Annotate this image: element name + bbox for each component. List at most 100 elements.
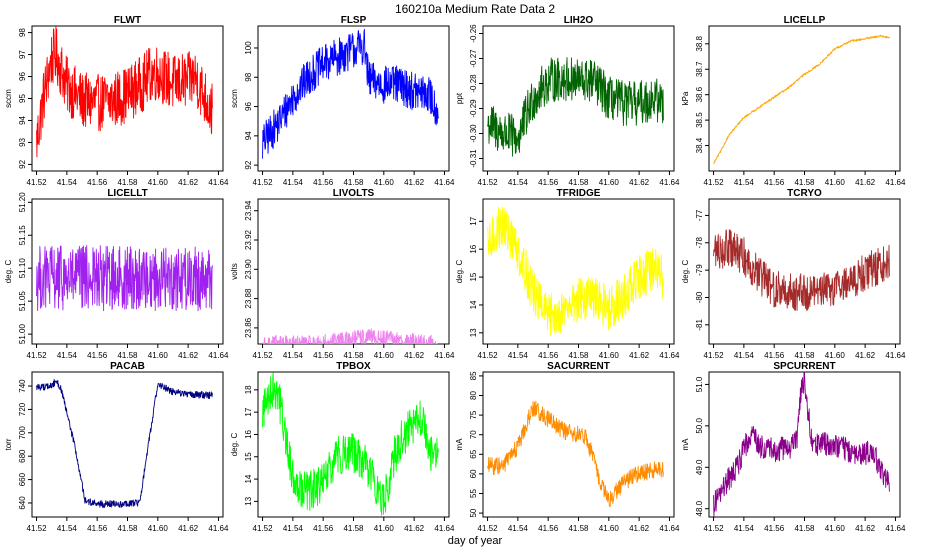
panel-title: TFRIDGE [557,188,601,199]
y-tick-label: -0.26 [469,24,478,43]
panel-licellt: LICELLT 41.52 41.54 41.56 41.58 41.60 41.62 41.… [4,188,229,360]
x-tick-label: 41.58 [794,178,815,187]
x-tick-label: 41.58 [343,351,364,360]
series-line-licellt [36,244,213,312]
x-tick-label: 41.62 [629,178,650,187]
x-tick-label: 41.60 [825,524,846,533]
x-tick-label: 41.54 [283,351,304,360]
y-tick-label: 23.86 [244,317,253,338]
x-tick-label: 41.58 [794,524,815,533]
x-tick-label: 41.64 [434,524,455,533]
x-tick-label: 41.58 [117,178,138,187]
x-tick-label: 41.62 [629,351,650,360]
panel-title: FLWT [114,15,141,26]
x-tick-label: 41.64 [659,351,680,360]
x-tick-label: 41.56 [313,178,334,187]
x-tick-label: 41.62 [855,524,876,533]
series-line-tcryo [713,229,890,312]
y-axis-label: deg. C [455,259,464,283]
panel-tfridge: TFRIDGE 41.52 41.54 41.56 41.58 41.60 41.62 41.… [455,188,680,360]
x-tick-label: 41.56 [538,524,559,533]
y-tick-label: 16 [469,244,478,253]
y-axis-label: ppt [455,92,464,104]
y-tick-label: -0.29 [469,99,478,118]
series-line-flwt [36,26,213,158]
y-tick-label: 51.20 [18,192,27,213]
plot-frame [708,25,901,172]
y-tick-label: -0.28 [469,74,478,93]
panel-title: SPCURRENT [773,361,835,372]
panel-title: TCRYO [787,188,822,199]
y-axis-label: deg. C [230,432,239,456]
x-tick-label: 41.64 [208,178,229,187]
y-tick-label: 38.8 [695,35,704,51]
y-tick-label: 98 [244,72,253,81]
series-line-spcurrent [713,372,890,517]
x-tick-label: 41.58 [568,524,589,533]
panel-title: LICELLP [784,15,826,26]
y-tick-label: 96 [244,102,253,111]
x-tick-label: 41.58 [343,178,364,187]
x-tick-label: 41.58 [117,351,138,360]
y-tick-label: 97 [18,50,27,59]
x-tick-label: 41.60 [374,178,395,187]
x-tick-label: 41.52 [704,524,725,533]
x-tick-label: 41.54 [57,178,78,187]
x-tick-label: 41.54 [508,524,529,533]
panel-livolts: LIVOLTS 41.52 41.54 41.56 41.58 41.60 41.62 41.… [230,188,455,360]
y-tick-label: 15 [469,272,478,281]
y-tick-label: 49.0 [695,459,704,475]
y-axis-label: volts [230,263,239,279]
y-tick-label: 93 [18,137,27,146]
panel-grid: FLWT 41.52 41.54 41.56 41.58 41.60 41.62 41.64 9… [4,15,906,533]
figure-xlabel: day of year [448,535,503,547]
x-tick-label: 41.54 [508,351,529,360]
panel-title: PACAB [110,361,145,372]
y-tick-label: 38.7 [695,61,704,77]
x-tick-label: 41.64 [885,524,906,533]
y-tick-label: 98 [18,28,27,37]
x-tick-label: 41.52 [253,524,274,533]
y-tick-label: 65 [469,449,478,458]
x-tick-label: 41.64 [208,524,229,533]
x-tick-label: 41.60 [825,351,846,360]
y-tick-label: 15 [244,452,253,461]
series-line-flsp [262,28,439,159]
y-tick-label: 23.90 [244,259,253,280]
y-tick-label: 720 [18,402,27,416]
y-axis-label: torr [4,438,13,450]
y-tick-label: 92 [18,159,27,168]
y-tick-label: 680 [18,449,27,463]
panel-tpbox: TPBOX 41.52 41.54 41.56 41.58 41.60 41.62 41.64… [230,361,455,533]
panel-tcryo: TCRYO 41.52 41.54 41.56 41.58 41.60 41.62 41.64… [681,188,906,360]
y-tick-label: 96 [18,72,27,81]
y-tick-label: 38.6 [695,86,704,102]
x-tick-label: 41.56 [87,178,108,187]
x-tick-label: 41.60 [148,524,169,533]
x-tick-label: 41.56 [764,524,785,533]
x-tick-label: 41.58 [568,351,589,360]
panel-flwt: FLWT 41.52 41.54 41.56 41.58 41.60 41.62 41.64 9… [4,15,229,187]
x-tick-label: 41.56 [313,524,334,533]
y-tick-label: 700 [18,426,27,440]
y-tick-label: 51.15 [18,225,27,246]
x-tick-label: 41.56 [764,178,785,187]
x-tick-label: 41.56 [764,351,785,360]
x-tick-label: 41.60 [148,178,169,187]
y-tick-label: 85 [469,371,478,380]
y-tick-label: 50 [469,508,478,517]
x-tick-label: 41.52 [253,351,274,360]
x-tick-label: 41.52 [27,524,48,533]
series-line-licellp [713,34,890,165]
panel-pacab: PACAB 41.52 41.54 41.56 41.58 41.60 41.62 41.64… [4,361,229,533]
y-tick-label: 23.88 [244,288,253,309]
x-tick-label: 41.52 [27,351,48,360]
y-tick-label: 50.0 [695,418,704,434]
x-tick-label: 41.56 [538,351,559,360]
x-tick-label: 41.58 [117,524,138,533]
x-tick-label: 41.64 [434,178,455,187]
panel-title: LICELLT [107,188,147,199]
x-tick-label: 41.62 [855,178,876,187]
y-tick-label: 14 [244,474,253,483]
y-tick-label: 23.92 [244,229,253,250]
